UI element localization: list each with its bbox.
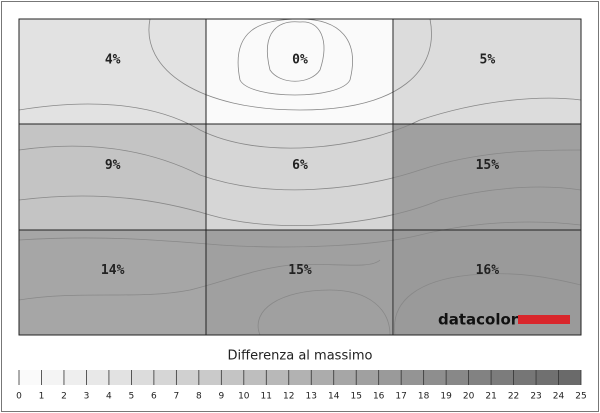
colorbar-tick-label: 22 (508, 392, 519, 402)
colorbar-swatch (491, 370, 514, 385)
colorbar-tick-label: 7 (173, 392, 179, 402)
colorbar-tick-label: 6 (151, 392, 157, 402)
colorbar-tick-label: 3 (84, 392, 90, 402)
cell-label: 6% (292, 158, 308, 173)
colorbar-tick-label: 23 (530, 392, 541, 402)
colorbar-swatch (333, 370, 357, 385)
colorbar-tick-label: 24 (553, 392, 565, 402)
colorbar-swatch (221, 370, 244, 385)
colorbar-swatch (513, 370, 537, 385)
colorbar-swatch (536, 370, 559, 385)
colorbar-tick-label: 9 (218, 392, 224, 402)
colorbar-tick-label: 8 (196, 392, 202, 402)
cell (206, 124, 394, 230)
cell-label: 5% (480, 53, 496, 68)
colorbar-tick-label: 13 (306, 392, 317, 402)
colorbar-tick-label: 0 (16, 392, 22, 402)
colorbar-swatch (266, 370, 289, 385)
cell (393, 124, 581, 230)
legend-title: Differenza al massimo (228, 349, 373, 364)
colorbar-tick-label: 19 (440, 392, 452, 402)
colorbar-swatch (356, 370, 379, 385)
colorbar-swatch (131, 370, 154, 385)
colorbar-tick-label: 1 (39, 392, 45, 402)
colorbar-swatch (558, 370, 581, 385)
colorbar-swatch (311, 370, 334, 385)
cells (19, 19, 581, 335)
cell (393, 19, 581, 125)
colorbar-tick-label: 4 (106, 392, 112, 402)
cell-label: 9% (105, 158, 121, 173)
brand-bar (518, 315, 570, 324)
grid (18, 18, 582, 336)
cell (19, 19, 207, 125)
colorbar-swatch (401, 370, 424, 385)
colorbar-tick-label: 18 (418, 392, 430, 402)
colorbar: 0 1 2 3 4 5 6 7 8 9 10 11 12 13 14 15 16 17 18 19 20 21 22 23 24… (16, 370, 587, 402)
colorbar-swatch (423, 370, 447, 385)
colorbar-swatch (446, 370, 469, 385)
cell-label: 0% (292, 53, 308, 68)
colorbar-tick-label: 15 (350, 392, 361, 402)
colorbar-swatch (468, 370, 492, 385)
cell-label: 15% (476, 158, 500, 173)
colorbar-tick-label: 21 (485, 392, 496, 402)
colorbar-swatch (243, 370, 267, 385)
contours (18, 18, 582, 336)
cell-label: 15% (288, 263, 312, 278)
cell-label: 14% (101, 263, 125, 278)
colorbar-swatch (288, 370, 312, 385)
cell (206, 19, 394, 125)
colorbar-tick-label: 25 (575, 392, 586, 402)
colorbar-swatch (198, 370, 222, 385)
colorbar-tick-label: 17 (395, 392, 406, 402)
brand: datacolor (438, 311, 519, 329)
colorbar-tick-label: 16 (373, 392, 385, 402)
colorbar-tick-label: 20 (463, 392, 475, 402)
cell-label: 16% (476, 263, 500, 278)
colorbar-tick-label: 14 (328, 392, 340, 402)
colorbar-tick-label: 2 (61, 392, 67, 402)
colorbar-swatch (19, 370, 42, 385)
colorbar-swatch (378, 370, 402, 385)
colorbar-swatch (108, 370, 132, 385)
colorbar-swatch (86, 370, 109, 385)
colorbar-swatch (63, 370, 87, 385)
cell (19, 124, 207, 230)
colorbar-swatch (41, 370, 64, 385)
colorbar-tick-label: 11 (261, 392, 272, 402)
colorbar-swatch (153, 370, 177, 385)
cell (19, 229, 207, 335)
colorbar-tick-label: 10 (238, 392, 250, 402)
colorbar-tick-label: 12 (283, 392, 294, 402)
colorbar-tick-label: 5 (129, 392, 135, 402)
colorbar-swatch (176, 370, 199, 385)
cell-label: 4% (105, 53, 121, 68)
